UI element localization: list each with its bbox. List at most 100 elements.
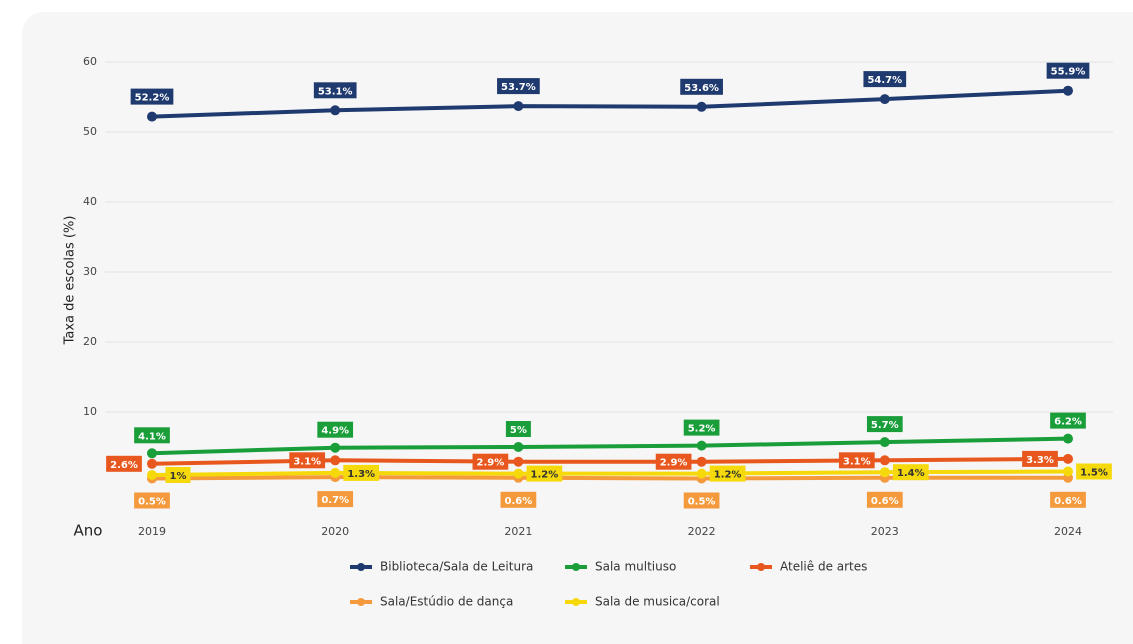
value-label-text: 5% xyxy=(510,425,527,436)
value-label-text: 53.1% xyxy=(318,86,353,97)
value-label-text: 1.3% xyxy=(347,469,375,480)
value-label-box xyxy=(1022,450,1058,467)
value-label-box xyxy=(317,421,354,438)
data-point xyxy=(1063,433,1073,444)
value-label: 5.7% xyxy=(866,416,903,433)
value-label-box xyxy=(317,491,354,508)
value-label-text: 1.2% xyxy=(714,470,742,481)
value-label-box xyxy=(683,419,720,436)
x-tick-label: 2020 xyxy=(321,525,349,538)
value-label-text: 5.2% xyxy=(688,424,716,435)
value-label-box xyxy=(343,464,380,481)
data-point xyxy=(147,448,157,459)
value-label-box xyxy=(165,467,191,483)
value-label-text: 5.7% xyxy=(871,420,899,431)
value-label-box xyxy=(289,452,326,469)
value-label-box xyxy=(1076,463,1112,480)
value-label-box xyxy=(1050,491,1086,508)
value-label: 0.6% xyxy=(1050,491,1086,508)
value-label-text: 4.9% xyxy=(321,426,349,437)
x-tick-label: 2022 xyxy=(688,525,716,538)
legend-swatch-dot xyxy=(357,598,365,606)
value-label: 53.1% xyxy=(313,82,357,99)
value-label-box xyxy=(313,82,357,99)
value-label-box xyxy=(655,453,692,470)
data-point xyxy=(513,101,524,112)
value-label: 1.2% xyxy=(526,465,563,482)
value-label-box xyxy=(500,491,537,508)
legend-swatch-dot xyxy=(572,598,580,606)
data-point xyxy=(330,467,341,478)
data-point xyxy=(696,468,707,479)
value-label: 1% xyxy=(165,467,191,483)
legend-label: Sala/Estúdio de dança xyxy=(380,595,513,609)
value-label-box xyxy=(505,421,531,437)
data-point xyxy=(330,105,341,116)
x-axis-label: Ano xyxy=(74,522,103,540)
value-label: 1.2% xyxy=(709,465,746,482)
value-label: 1.3% xyxy=(343,464,380,481)
value-label: 1.5% xyxy=(1076,463,1112,480)
value-label-text: 1.5% xyxy=(1080,468,1108,479)
value-label: 0.5% xyxy=(134,492,170,509)
data-point xyxy=(1063,466,1073,477)
y-tick-label: 50 xyxy=(83,125,97,138)
value-label-box xyxy=(866,416,903,433)
value-label: 2.9% xyxy=(655,453,692,470)
legend-label: Biblioteca/Sala de Leitura xyxy=(380,560,533,574)
legend-swatch-dot xyxy=(757,563,765,571)
value-label: 1.4% xyxy=(892,464,929,481)
value-label-box xyxy=(497,78,540,95)
value-label-text: 3.1% xyxy=(843,456,871,467)
x-tick-label: 2019 xyxy=(138,525,166,538)
value-label-box xyxy=(866,491,903,508)
data-point xyxy=(879,437,890,448)
value-label-text: 2.6% xyxy=(110,460,138,471)
value-label: 0.6% xyxy=(866,491,903,508)
data-point xyxy=(879,94,890,105)
legend-label: Sala de musica/coral xyxy=(595,595,720,609)
value-label: 53.7% xyxy=(497,78,540,95)
data-point xyxy=(1063,453,1073,464)
value-label-text: 0.6% xyxy=(871,496,899,507)
value-label: 55.9% xyxy=(1046,62,1090,79)
legend-swatch-dot xyxy=(357,563,365,571)
value-label-text: 1.2% xyxy=(531,470,559,481)
data-point xyxy=(1063,85,1073,96)
value-label-box xyxy=(1050,412,1086,429)
value-label: 54.7% xyxy=(863,71,907,88)
value-label: 4.9% xyxy=(317,421,354,438)
value-label: 6.2% xyxy=(1050,412,1086,429)
series-line xyxy=(151,88,1069,119)
x-tick-label: 2021 xyxy=(504,525,532,538)
value-label: 2.6% xyxy=(106,455,142,472)
value-label-box xyxy=(892,464,929,481)
value-label: 0.6% xyxy=(500,491,537,508)
value-label-text: 3.3% xyxy=(1026,455,1054,466)
value-label-text: 53.7% xyxy=(501,82,536,93)
data-point xyxy=(330,455,341,466)
value-label-text: 6.2% xyxy=(1054,417,1082,428)
legend-label: Ateliê de artes xyxy=(780,560,867,574)
value-label-text: 0.6% xyxy=(1054,496,1082,507)
value-label: 3.1% xyxy=(838,452,875,469)
value-label-text: 0.5% xyxy=(688,497,716,508)
value-label: 5.2% xyxy=(683,419,720,436)
value-label-text: 52.2% xyxy=(135,93,170,104)
data-point xyxy=(696,101,707,112)
value-label: 2.9% xyxy=(472,453,509,470)
value-label-text: 4.1% xyxy=(138,431,166,442)
value-label-text: 3.1% xyxy=(293,456,321,467)
value-label-text: 54.7% xyxy=(867,75,902,86)
y-tick-label: 20 xyxy=(83,335,97,348)
value-label-text: 1.4% xyxy=(897,468,925,479)
value-label-text: 0.7% xyxy=(321,495,349,506)
value-label-text: 2.9% xyxy=(660,458,688,469)
value-label-text: 1% xyxy=(170,471,187,482)
value-label: 3.3% xyxy=(1022,450,1058,467)
value-label: 53.6% xyxy=(680,78,723,95)
y-tick-label: 40 xyxy=(83,195,97,208)
x-tick-label: 2024 xyxy=(1054,525,1082,538)
value-label-box xyxy=(863,71,907,88)
